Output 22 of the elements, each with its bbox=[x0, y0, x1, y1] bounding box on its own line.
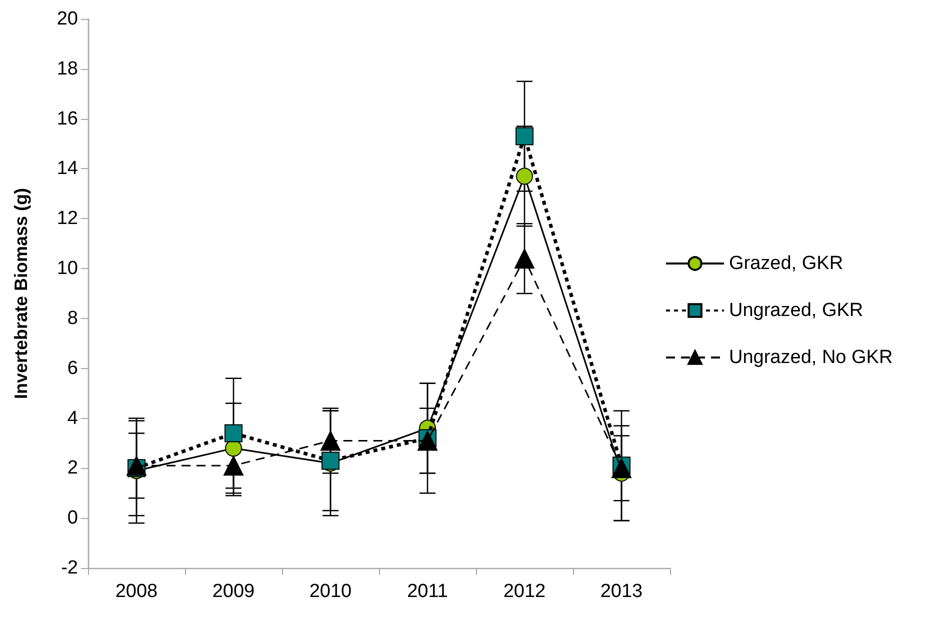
y-tick-label: -2 bbox=[61, 558, 78, 578]
x-tick-label: 2013 bbox=[600, 581, 643, 602]
legend-label: Ungrazed, GKR bbox=[729, 300, 864, 321]
x-tick-label: 2012 bbox=[503, 581, 546, 602]
y-tick-label: 0 bbox=[67, 508, 78, 529]
y-tick-label: 4 bbox=[67, 408, 78, 429]
y-tick-label: 10 bbox=[56, 258, 78, 280]
y-tick-label: 18 bbox=[56, 58, 78, 80]
y-tick-label: 8 bbox=[67, 308, 78, 329]
y-tick-label: 6 bbox=[67, 358, 78, 379]
x-tick-label: 2011 bbox=[407, 581, 448, 602]
y-axis-title: Invertebrate Biomass (g) bbox=[11, 188, 31, 400]
y-tick-label: 12 bbox=[56, 208, 78, 230]
y-tick-label: 14 bbox=[56, 158, 78, 180]
legend-label: Grazed, GKR bbox=[729, 253, 844, 274]
x-tick-label: 2008 bbox=[115, 581, 158, 602]
x-tick-label: 2010 bbox=[309, 581, 352, 602]
x-tick-label: 2009 bbox=[212, 581, 255, 602]
y-tick-label: 16 bbox=[56, 108, 78, 130]
y-tick-label: 20 bbox=[56, 8, 78, 30]
legend-label: Ungrazed, No GKR bbox=[729, 347, 893, 368]
y-tick-label: 2 bbox=[67, 458, 78, 479]
